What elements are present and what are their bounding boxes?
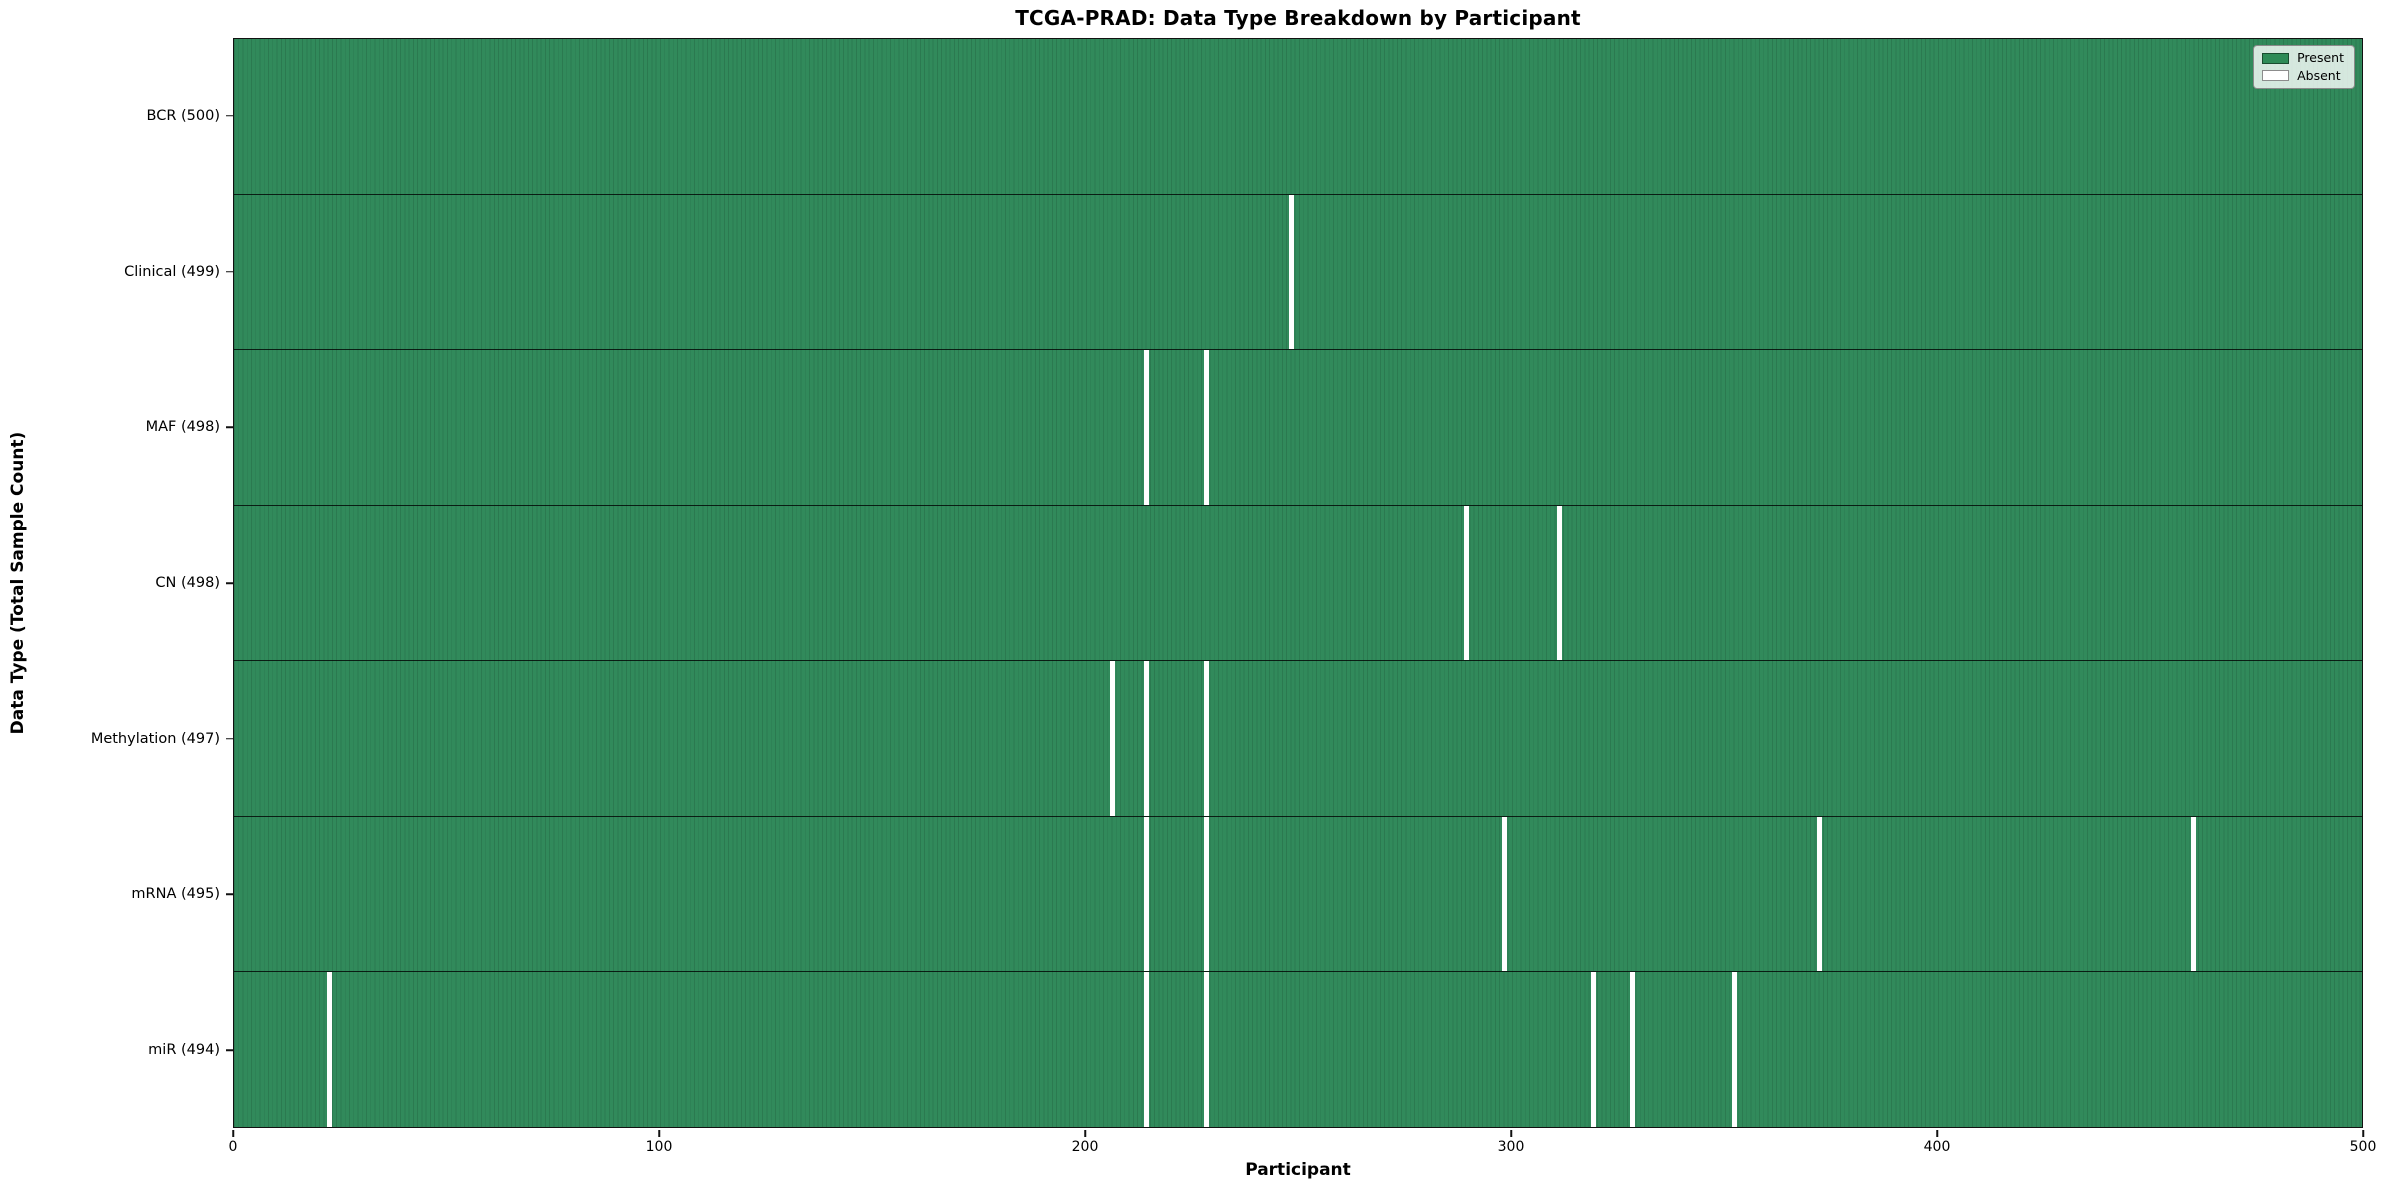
absent-marker — [1203, 816, 1209, 972]
x-tick-mark — [1510, 1129, 1512, 1137]
legend-label: Absent — [2297, 67, 2341, 83]
x-tick-label: 400 — [1923, 1139, 1951, 1155]
chart-title: TCGA-PRAD: Data Type Breakdown by Partic… — [1015, 6, 1581, 30]
absent-marker — [1203, 350, 1209, 505]
x-tick-mark — [658, 1129, 660, 1137]
absent-marker — [1557, 505, 1563, 661]
absent-marker — [1110, 661, 1116, 816]
y-tick-mark — [226, 270, 233, 273]
y-tick-label: Clinical (499) — [124, 263, 220, 280]
y-tick-label: miR (494) — [148, 1041, 220, 1058]
legend-entry-absent: Absent — [2262, 67, 2344, 83]
x-tick-mark — [1936, 1129, 1938, 1137]
absent-marker — [1501, 816, 1507, 972]
y-tick-label: BCR (500) — [146, 107, 221, 124]
absent-marker — [1289, 194, 1295, 350]
heatmap-row-MAF — [234, 350, 2362, 506]
absent-marker — [1816, 816, 1822, 972]
absent-marker — [1203, 972, 1209, 1128]
x-tick-label: 300 — [1497, 1139, 1525, 1155]
heatmap-row-miR — [234, 972, 2362, 1128]
heatmap-row-CN — [234, 505, 2362, 662]
y-tick-mark — [226, 893, 233, 896]
y-tick-mark — [226, 582, 233, 584]
x-axis-ticks: 0 100 200 300 400 500 — [229, 1128, 2376, 1168]
legend: Present Absent — [2253, 45, 2355, 89]
legend-label: Present — [2297, 50, 2344, 65]
absent-marker — [1463, 505, 1469, 661]
x-tick-label: 500 — [2349, 1139, 2377, 1155]
absent-marker — [1144, 661, 1150, 816]
absent-marker — [1731, 972, 1737, 1128]
absent-marker — [1144, 972, 1150, 1128]
y-tick-mark — [226, 1049, 233, 1051]
legend-swatch-absent — [2262, 70, 2290, 82]
x-tick-label: 200 — [1071, 1139, 1099, 1155]
x-tick-label: 0 — [228, 1139, 238, 1155]
y-tick-mark — [226, 737, 233, 740]
y-tick-label: MAF (498) — [145, 419, 220, 436]
y-tick-label: CN (498) — [155, 574, 220, 591]
x-tick-mark — [232, 1129, 234, 1137]
absent-marker — [1144, 350, 1150, 505]
heatmap-row-BCR — [234, 39, 2362, 195]
legend-swatch-present — [2262, 52, 2290, 64]
x-axis-label: Participant — [1245, 1160, 1351, 1180]
y-axis-ticks: BCR (500) Clinical (499) MAF (498) CN (498)… — [0, 38, 233, 1128]
x-tick-mark — [1084, 1129, 1086, 1137]
absent-marker — [327, 972, 333, 1128]
absent-marker — [1144, 816, 1150, 972]
legend-entry-present: Present — [2262, 50, 2344, 65]
y-tick-label: mRNA (495) — [131, 886, 220, 903]
plot-area: Present Absent — [233, 38, 2363, 1128]
absent-marker — [1591, 972, 1597, 1128]
absent-marker — [1629, 972, 1635, 1128]
y-tick-mark — [226, 115, 233, 117]
heatmap-row-mRNA — [234, 816, 2362, 973]
y-tick-mark — [226, 426, 233, 429]
absent-marker — [1203, 661, 1209, 816]
absent-marker — [2191, 816, 2197, 972]
x-tick-label: 100 — [645, 1139, 673, 1155]
heatmap-rows — [234, 39, 2362, 1128]
x-tick-mark — [2362, 1129, 2364, 1137]
heatmap-row-Methylation — [234, 661, 2362, 817]
heatmap-row-Clinical — [234, 194, 2362, 351]
y-tick-label: Methylation (497) — [90, 730, 220, 747]
